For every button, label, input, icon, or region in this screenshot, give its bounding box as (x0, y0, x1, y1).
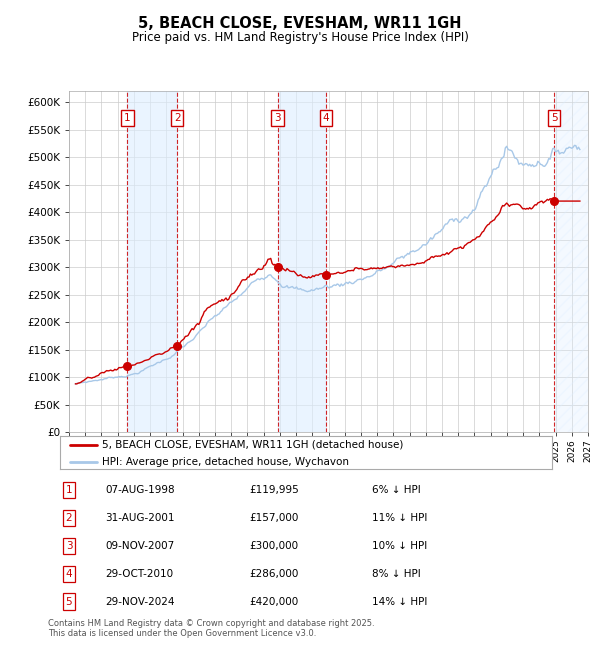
Text: 3: 3 (274, 113, 281, 124)
Text: 2: 2 (65, 513, 73, 523)
Text: 4: 4 (322, 113, 329, 124)
Text: 10% ↓ HPI: 10% ↓ HPI (372, 541, 427, 551)
Text: 8% ↓ HPI: 8% ↓ HPI (372, 569, 421, 578)
Text: 11% ↓ HPI: 11% ↓ HPI (372, 513, 427, 523)
Text: 5: 5 (65, 597, 73, 606)
Text: 6% ↓ HPI: 6% ↓ HPI (372, 485, 421, 495)
Text: £420,000: £420,000 (249, 597, 298, 606)
Text: 1: 1 (124, 113, 131, 124)
Text: 5, BEACH CLOSE, EVESHAM, WR11 1GH: 5, BEACH CLOSE, EVESHAM, WR11 1GH (138, 16, 462, 31)
Text: £286,000: £286,000 (249, 569, 298, 578)
Text: £300,000: £300,000 (249, 541, 298, 551)
Text: £157,000: £157,000 (249, 513, 298, 523)
Text: HPI: Average price, detached house, Wychavon: HPI: Average price, detached house, Wych… (102, 457, 349, 467)
Text: 5: 5 (551, 113, 557, 124)
Bar (278, 91, 326, 432)
Text: 1: 1 (65, 485, 73, 495)
Text: 3: 3 (65, 541, 73, 551)
Text: Contains HM Land Registry data © Crown copyright and database right 2025.
This d: Contains HM Land Registry data © Crown c… (48, 619, 374, 638)
Text: 07-AUG-1998: 07-AUG-1998 (105, 485, 175, 495)
Text: 09-NOV-2007: 09-NOV-2007 (105, 541, 174, 551)
Bar (554, 91, 588, 432)
Bar (127, 91, 177, 432)
Text: 29-NOV-2024: 29-NOV-2024 (105, 597, 175, 606)
Text: Price paid vs. HM Land Registry's House Price Index (HPI): Price paid vs. HM Land Registry's House … (131, 31, 469, 44)
Text: 14% ↓ HPI: 14% ↓ HPI (372, 597, 427, 606)
Text: 29-OCT-2010: 29-OCT-2010 (105, 569, 173, 578)
Text: 5, BEACH CLOSE, EVESHAM, WR11 1GH (detached house): 5, BEACH CLOSE, EVESHAM, WR11 1GH (detac… (102, 440, 403, 450)
Text: 4: 4 (65, 569, 73, 578)
Text: 31-AUG-2001: 31-AUG-2001 (105, 513, 175, 523)
Text: £119,995: £119,995 (249, 485, 299, 495)
Text: 2: 2 (174, 113, 181, 124)
